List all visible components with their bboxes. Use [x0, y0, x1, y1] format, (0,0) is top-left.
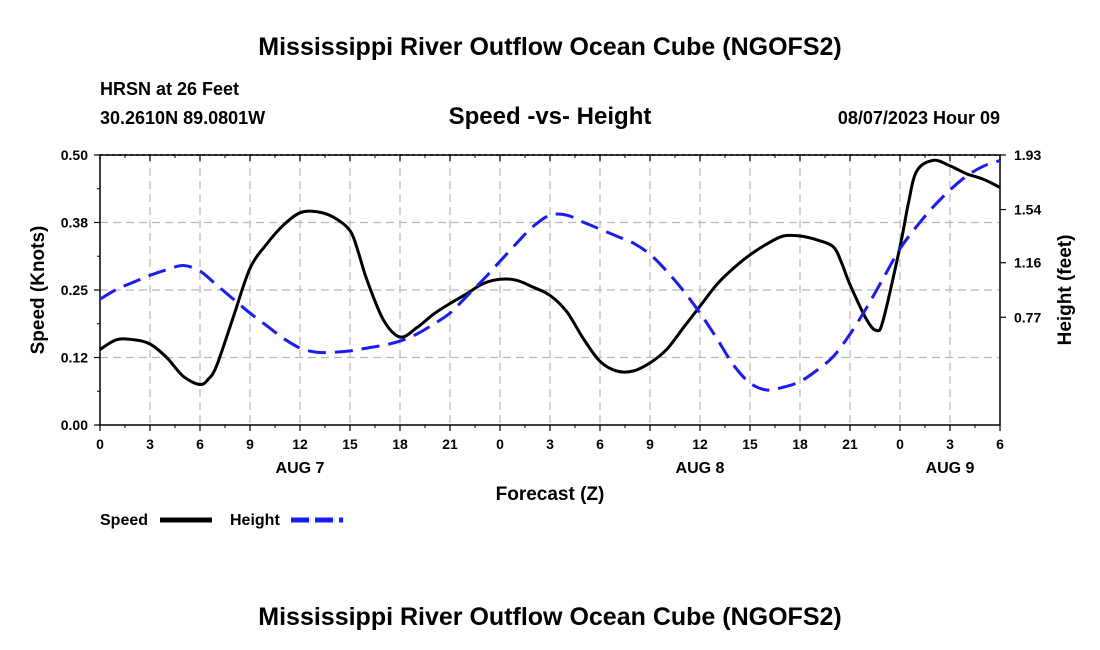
x-tick-label: 21	[442, 436, 458, 452]
legend: Speed Height	[100, 512, 343, 529]
y-tick-label-right: 1.54	[1014, 202, 1041, 218]
legend-label-speed: Speed	[100, 512, 148, 529]
x-tick-label: 12	[292, 436, 308, 452]
x-tick-label: 21	[842, 436, 858, 452]
x-date-label: AUG 7	[276, 460, 325, 477]
x-tick-label: 18	[392, 436, 408, 452]
x-tick-label: 0	[96, 436, 104, 452]
chart-subtitle: Speed -vs- Height	[449, 103, 652, 130]
y-tick-label-right: 1.93	[1014, 147, 1041, 163]
x-tick-label: 6	[196, 436, 204, 452]
x-axis-label: Forecast (Z)	[496, 484, 605, 505]
x-tick-label: 3	[146, 436, 154, 452]
legend-label-height: Height	[230, 512, 280, 529]
y-tick-label-right: 1.16	[1014, 255, 1041, 271]
series-line-height	[99, 159, 1001, 392]
chart-title: Mississippi River Outflow Ocean Cube (NG…	[258, 33, 841, 61]
x-tick-label: 0	[496, 436, 504, 452]
x-tick-label: 6	[996, 436, 1004, 452]
x-tick-label: 6	[596, 436, 604, 452]
x-tick-label: 9	[646, 436, 654, 452]
axis-ticks: 0 3 6 9 12 15 18 21 0 3 6 9 12 15 18 21 0 3 6 0.00 0.12 0.25 0…	[61, 147, 1042, 477]
y-tick-label-left: 0.12	[61, 350, 88, 366]
y-axis-label-left: Speed (Knots)	[28, 226, 49, 355]
series-lines	[99, 158, 1001, 392]
x-date-label: AUG 8	[676, 460, 725, 477]
x-tick-label: 0	[896, 436, 904, 452]
footer-title: Mississippi River Outflow Ocean Cube (NG…	[258, 603, 841, 631]
location-label: 30.2610N 89.0801W	[100, 108, 265, 128]
timestamp-label: 08/07/2023 Hour 09	[838, 108, 1000, 128]
grid-lines	[100, 154, 1000, 425]
x-tick-label: 9	[246, 436, 254, 452]
y-tick-label-left: 0.00	[61, 417, 88, 433]
y-tick-label-left: 0.38	[61, 215, 88, 231]
x-tick-label: 15	[342, 436, 358, 452]
x-tick-label: 3	[946, 436, 954, 452]
x-tick-label: 18	[792, 436, 808, 452]
x-tick-label: 15	[742, 436, 758, 452]
y-tick-label-left: 0.50	[61, 147, 88, 163]
series-line-speed	[99, 158, 1001, 387]
y-tick-label-right: 0.77	[1014, 309, 1041, 325]
x-tick-label: 12	[692, 436, 708, 452]
y-axis-label-right: Height (feet)	[1055, 235, 1076, 346]
x-tick-label: 3	[546, 436, 554, 452]
station-label: HRSN at 26 Feet	[100, 79, 239, 99]
x-date-label: AUG 9	[926, 460, 975, 477]
y-tick-label-left: 0.25	[61, 282, 88, 298]
